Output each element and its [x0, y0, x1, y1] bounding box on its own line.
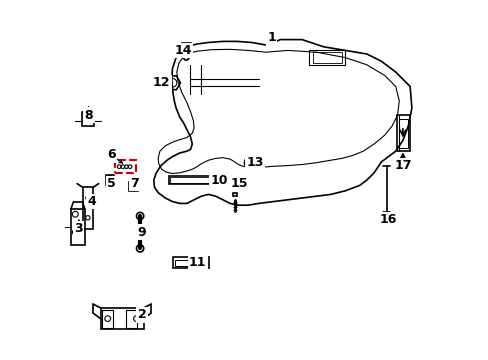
Text: 5: 5 [107, 177, 116, 190]
Text: 3: 3 [75, 222, 83, 235]
Text: 7: 7 [130, 177, 139, 190]
Text: 13: 13 [246, 156, 264, 168]
Bar [172, 257, 208, 268]
Bar [232, 193, 237, 196]
Bar [398, 119, 407, 148]
Bar [81, 112, 94, 126]
Text: 16: 16 [379, 213, 396, 226]
Bar [106, 175, 114, 185]
Text: 12: 12 [153, 76, 170, 89]
Bar [71, 209, 84, 245]
Bar [115, 160, 136, 173]
Bar [125, 310, 136, 328]
Bar [309, 50, 345, 65]
Bar [168, 176, 215, 184]
Text: 11: 11 [188, 256, 206, 269]
Text: 17: 17 [393, 159, 411, 172]
Text: 2: 2 [137, 309, 146, 321]
Text: 15: 15 [230, 177, 247, 190]
Text: 10: 10 [210, 174, 227, 186]
Bar [129, 182, 138, 191]
Bar [82, 187, 93, 229]
Bar [312, 52, 341, 63]
Bar [192, 260, 204, 266]
Bar [174, 260, 189, 266]
Bar [181, 43, 190, 52]
Bar [102, 310, 113, 328]
Text: 6: 6 [107, 148, 115, 161]
Text: 14: 14 [174, 44, 192, 57]
Text: 9: 9 [137, 226, 146, 239]
Bar [101, 308, 143, 329]
Text: 1: 1 [266, 31, 275, 44]
Text: 4: 4 [87, 195, 96, 208]
Bar [170, 177, 214, 183]
Bar [397, 115, 409, 151]
Text: 8: 8 [84, 109, 93, 122]
